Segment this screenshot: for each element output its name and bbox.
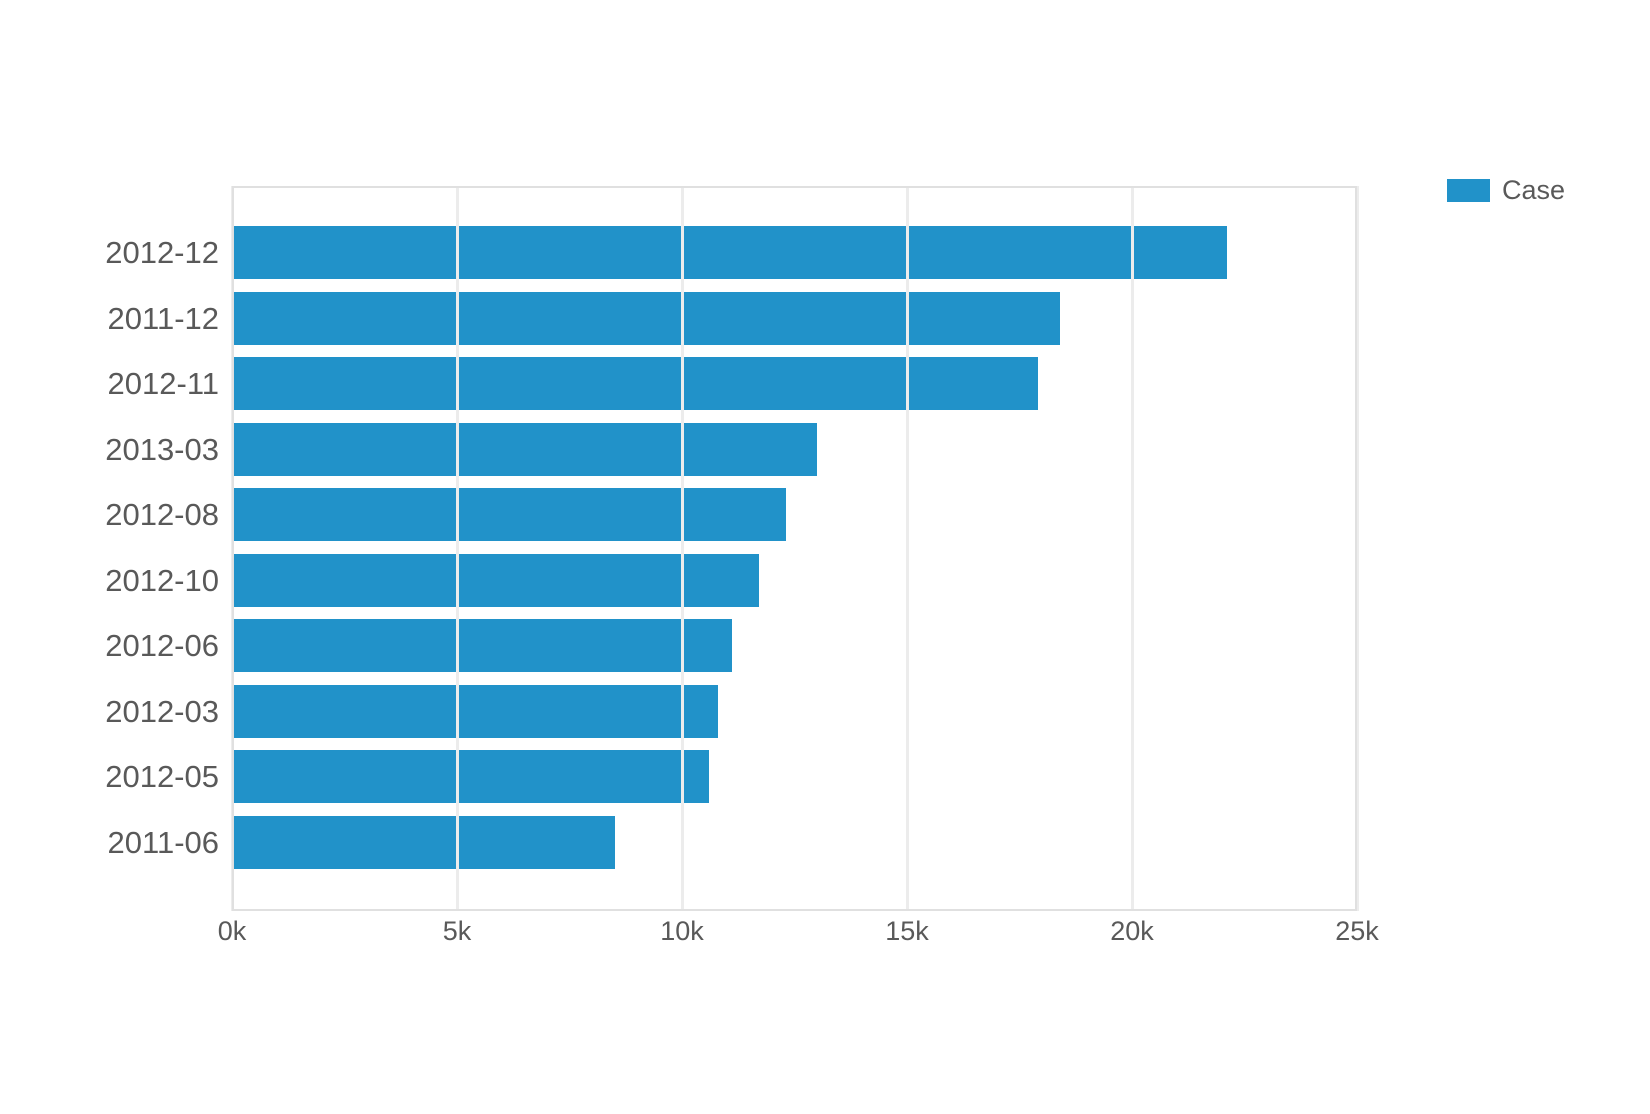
bar-2012-12[interactable] — [232, 226, 1227, 279]
bar-2012-08[interactable] — [232, 488, 786, 541]
x-tick-label-5k: 5k — [442, 916, 472, 946]
x-tick-label-15k: 15k — [885, 916, 929, 946]
bar-2013-03[interactable] — [232, 422, 817, 476]
y-axis-label-2013-03: 2013-03 — [105, 431, 219, 467]
bar-2012-10[interactable] — [232, 553, 759, 607]
x-axis: 0k 5k 10k 15k 20k 25k — [218, 912, 1379, 960]
y-axis-label-2012-11: 2012-11 — [107, 366, 219, 401]
bar-2012-05[interactable] — [232, 750, 709, 803]
bar-2011-12[interactable] — [232, 291, 1060, 345]
y-axis-label-2012-12: 2012-12 — [105, 235, 219, 270]
y-axis-label-2012-05: 2012-05 — [105, 759, 219, 794]
y-axis-label-2012-03: 2012-03 — [105, 693, 219, 729]
y-axis-label-2011-06: 2011-06 — [107, 824, 219, 860]
legend-swatch — [1447, 179, 1490, 202]
gridline-25k — [1355, 186, 1359, 911]
legend-label: Case — [1502, 175, 1566, 205]
y-axis-label-2012-06: 2012-06 — [105, 628, 219, 663]
x-tick-label-10k: 10k — [660, 916, 704, 946]
bar-2011-06[interactable] — [232, 815, 615, 869]
y-axis-label-2012-10: 2012-10 — [105, 562, 219, 598]
gridline-20k — [1130, 186, 1134, 911]
plot-area — [230, 186, 1359, 911]
bar-2012-11[interactable] — [232, 357, 1038, 410]
x-tick-label-20k: 20k — [1110, 916, 1154, 946]
y-axis-label-2011-12: 2011-12 — [107, 300, 219, 336]
y-axis-label-2012-08: 2012-08 — [105, 497, 219, 532]
bar-2012-03[interactable] — [232, 684, 718, 738]
legend-item-case[interactable]: Case — [1447, 175, 1565, 206]
y-axis: 2012-12 2011-12 2012-11 2013-03 2012-08 2012-… — [0, 186, 219, 911]
x-tick-label-0k: 0k — [217, 916, 247, 946]
bar-2012-06[interactable] — [232, 619, 732, 672]
x-tick-label-25k: 25k — [1335, 916, 1379, 946]
